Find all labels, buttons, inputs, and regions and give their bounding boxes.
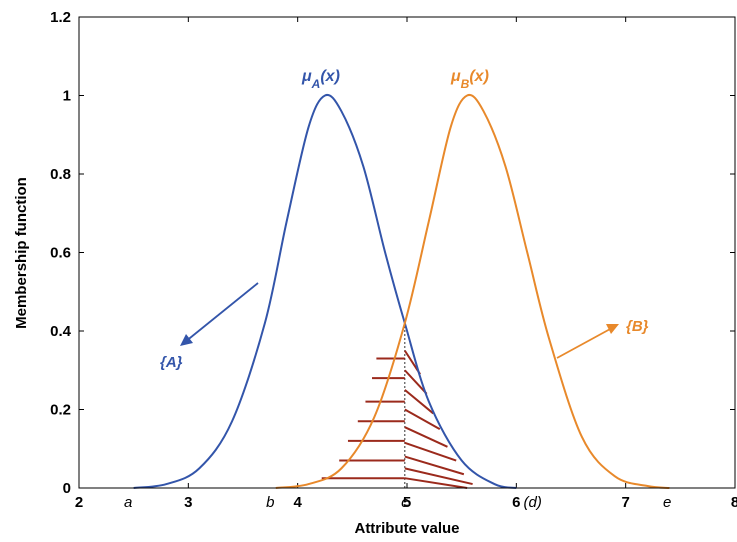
x-tick-label: 4 (293, 494, 302, 511)
mu-b-arg: x (474, 68, 485, 85)
set-b-arrow (556, 327, 613, 359)
hatch-line-right (404, 467, 473, 486)
y-axis-label: Membership function (13, 177, 30, 329)
hatch-line-right (404, 455, 465, 476)
y-tick-label: 1 (63, 88, 71, 105)
y-tick-label: 0.2 (50, 402, 71, 419)
x-marker-label: (d) (524, 494, 542, 511)
ticks-layer: 2 3 4 5 6 7 8 0 0.2 0.4 0.6 0.8 1 1.2 (50, 9, 737, 511)
set-a-arrowhead (180, 334, 193, 346)
hatch-line-right (404, 426, 448, 448)
x-tick-label: 8 (731, 494, 737, 511)
hatch-line-right (404, 441, 457, 462)
x-axis-label: Attribute value (354, 520, 459, 537)
plot-area-frame (78, 16, 736, 489)
y-tick-label: 1.2 (50, 9, 71, 26)
series-b-line (275, 93, 670, 489)
series-a-line (133, 93, 517, 489)
hatch-line-right (404, 389, 434, 415)
x-tick-label: 7 (621, 494, 629, 511)
mu-a-arg: x (325, 68, 336, 85)
set-a-label: {A} (160, 354, 183, 371)
annotation-layer: a b c (d) e (124, 494, 671, 511)
x-marker-label: a (124, 494, 132, 511)
x-tick-label: 5 (403, 494, 411, 511)
mu-b-label: μB(x) (450, 68, 489, 91)
set-b-arrowhead (606, 324, 619, 334)
y-tick-label: 0.4 (50, 323, 72, 340)
hatch-line-right (404, 369, 428, 395)
x-tick-label: 3 (184, 494, 192, 511)
x-marker-label: b (266, 494, 274, 511)
x-marker-label: c (401, 494, 409, 511)
set-b-label: {B} (626, 318, 649, 335)
hatch-line-right (404, 408, 441, 430)
y-tick-label: 0.8 (50, 166, 71, 183)
x-tick-label: 2 (75, 494, 83, 511)
hatch-line-right (404, 477, 468, 489)
x-tick-label: 6 (512, 494, 520, 511)
series-layer (133, 93, 670, 489)
y-tick-label: 0 (63, 480, 71, 497)
x-marker-label: e (663, 494, 671, 511)
y-tick-label: 0.6 (50, 245, 71, 262)
mu-a-label: μA(x) (301, 68, 340, 91)
set-a-arrow (184, 282, 259, 343)
